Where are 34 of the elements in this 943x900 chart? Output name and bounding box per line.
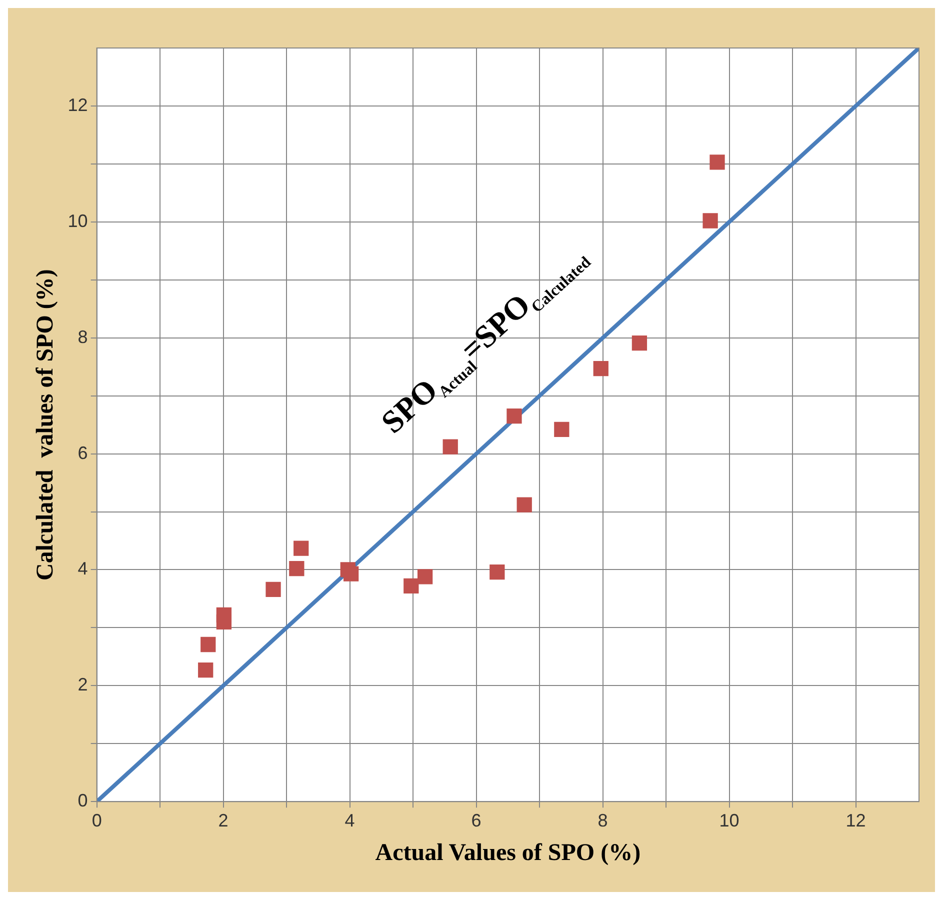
y-tick-label: 2	[78, 674, 88, 695]
point	[343, 566, 359, 582]
y-tick-label: 6	[78, 442, 88, 463]
y-tick-label: 10	[68, 210, 88, 231]
point	[554, 422, 570, 438]
point	[417, 569, 433, 584]
y-tick-label: 0	[78, 790, 88, 811]
point	[289, 560, 304, 576]
point	[216, 614, 232, 630]
point	[442, 439, 458, 454]
point	[404, 578, 419, 594]
point	[200, 636, 216, 652]
point	[266, 582, 281, 598]
y-tick-label: 8	[78, 326, 88, 347]
x-tick-label: 2	[218, 810, 228, 830]
y-tick-label: 4	[78, 558, 88, 579]
point	[506, 408, 522, 424]
point	[198, 662, 214, 678]
x-tick-label: 10	[719, 810, 740, 830]
point	[490, 564, 505, 580]
x-tick-label: 8	[598, 810, 608, 830]
point	[516, 497, 532, 512]
x-tick-label: 0	[92, 810, 102, 830]
x-tick-label: 4	[344, 810, 355, 830]
point	[710, 154, 725, 170]
y-axis-title: Calculated values of SPO (%)	[32, 269, 59, 580]
y-tick-label: 12	[68, 94, 88, 115]
x-tick-label: 6	[471, 810, 482, 830]
x-tick-label: 12	[846, 810, 866, 830]
x-axis-title: Actual Values of SPO (%)	[375, 840, 641, 866]
point	[593, 361, 608, 376]
point	[632, 335, 648, 351]
point	[294, 540, 309, 556]
point	[702, 213, 718, 228]
